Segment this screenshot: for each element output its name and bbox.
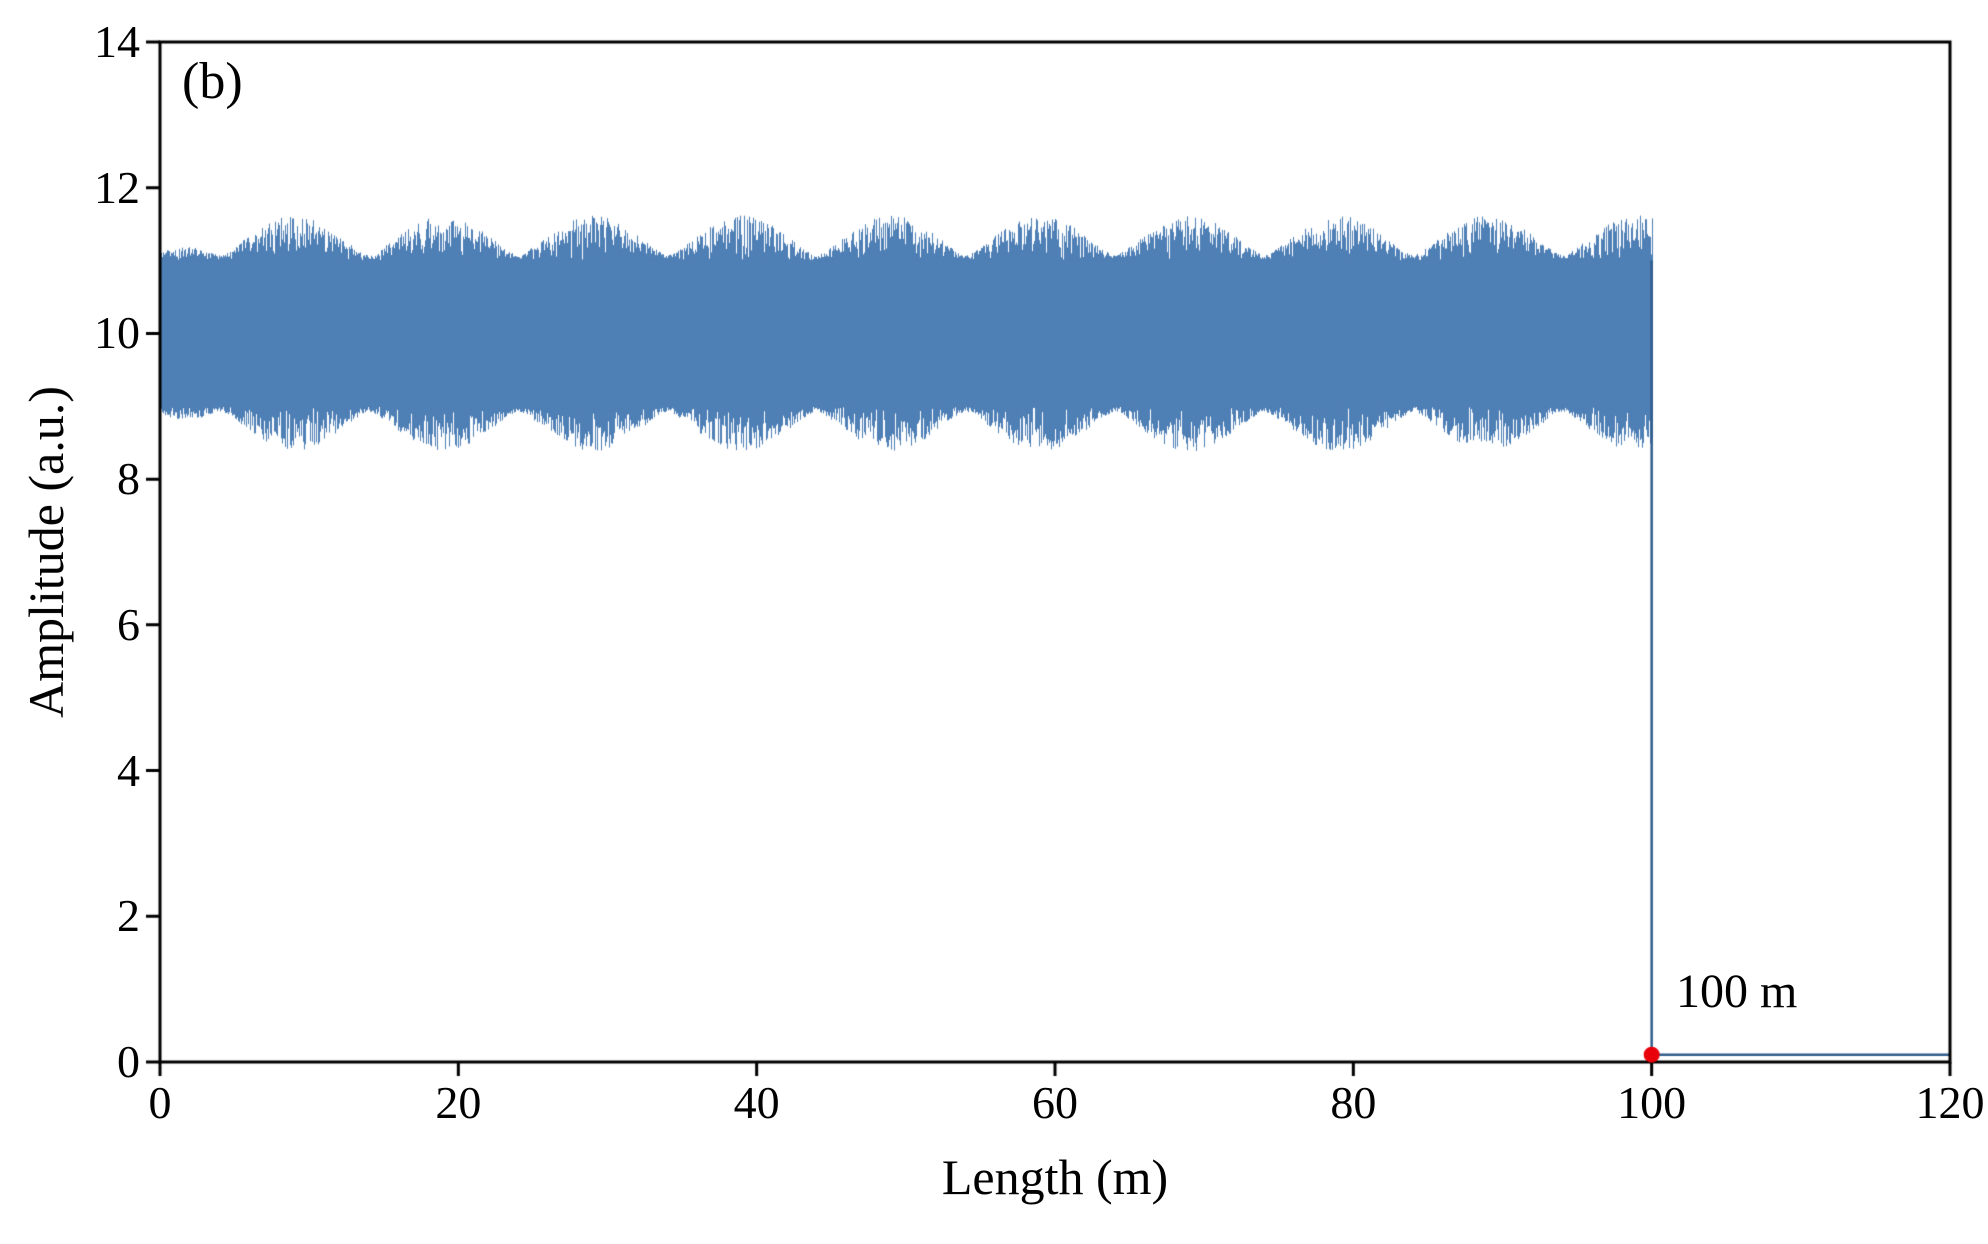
x-tick-label: 120 (1915, 1077, 1985, 1128)
y-tick-label: 12 (94, 161, 140, 213)
y-tick-label: 2 (117, 890, 140, 942)
y-tick-label: 10 (94, 307, 140, 359)
x-tick-label: 80 (1330, 1077, 1377, 1128)
y-tick-label: 14 (94, 16, 140, 67)
panel-label: (b) (182, 53, 243, 110)
x-tick-label: 60 (1032, 1077, 1078, 1128)
y-axis-title: Amplitude (a.u.) (18, 386, 74, 718)
y-tick-label: 0 (117, 1036, 140, 1087)
x-tick-label: 20 (435, 1077, 482, 1128)
y-tick-label: 4 (117, 744, 140, 796)
x-tick-label: 100 (1617, 1077, 1687, 1128)
annotation-100m: 100 m (1676, 965, 1798, 1018)
y-tick-label: 8 (117, 453, 140, 505)
x-axis-title: Length (m) (941, 1149, 1169, 1205)
x-tick-label: 40 (733, 1077, 780, 1128)
x-tick-label: 0 (148, 1077, 172, 1128)
y-tick-label: 6 (117, 598, 140, 650)
